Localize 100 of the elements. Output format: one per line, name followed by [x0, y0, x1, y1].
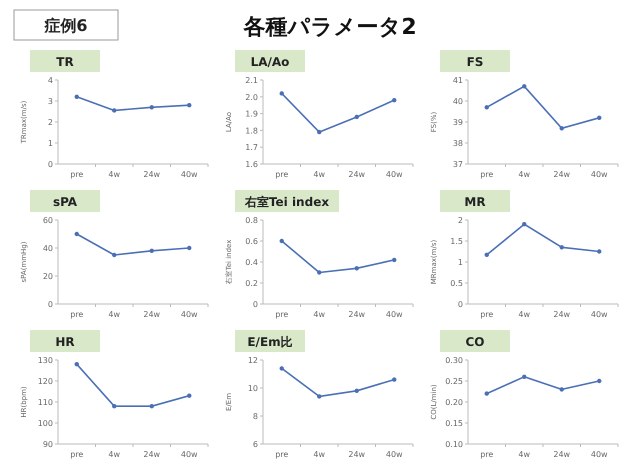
point [484, 105, 489, 110]
chart-title: sPA [52, 195, 78, 209]
x-tick-label: 24w [143, 450, 161, 459]
point [280, 91, 284, 96]
y-tick-label: 0 [48, 300, 53, 309]
x-tick-label: pre [275, 310, 288, 319]
point [187, 103, 192, 108]
y-tick-label: 1.5 [450, 237, 463, 246]
y-tick-label: 0 [458, 300, 463, 309]
y-tick-label: 39 [452, 118, 463, 127]
x-tick-label: 40w [590, 170, 608, 179]
y-tick-label: 0.30 [445, 356, 463, 365]
x-tick-label: 4w [108, 450, 121, 459]
y-tick-label: 0.10 [445, 440, 463, 449]
point [354, 114, 359, 120]
y-tick-label: 1.6 [245, 160, 258, 169]
x-tick-label: 40w [386, 450, 404, 459]
x-tick-label: 40w [386, 310, 404, 319]
chart-title: FS [466, 55, 484, 69]
chart-title: E/Em比 [247, 335, 293, 349]
point [392, 377, 396, 382]
x-tick-label: 24w [553, 310, 571, 319]
point [392, 258, 396, 262]
y-tick-label: 0.15 [445, 419, 463, 428]
y-tick-label: 2.0 [245, 92, 258, 102]
y-tick-label: 2 [48, 118, 53, 127]
x-tick-label: 24w [348, 450, 366, 459]
x-tick-label: 40w [180, 450, 198, 459]
chart-title: MR [464, 195, 486, 209]
y-tick-label: 20 [42, 272, 53, 281]
y-tick-label: 1.8 [245, 126, 258, 136]
x-tick-label: 40w [180, 170, 198, 179]
y-tick-label: 40 [42, 244, 53, 253]
x-tick-label: 4w [313, 450, 326, 459]
y-tick-label: 10 [248, 384, 258, 393]
x-tick-label: pre [480, 170, 494, 179]
y-tick-label: 130 [38, 356, 53, 365]
point [112, 404, 116, 408]
x-tick-label: 24w [348, 310, 366, 319]
point [280, 238, 284, 244]
point [280, 366, 284, 371]
y-tick-label: 0.8 [245, 216, 258, 225]
y-tick-label: 12 [248, 356, 258, 365]
y-tick-label: 0.5 [450, 279, 463, 288]
x-tick-label: 40w [180, 310, 198, 319]
point [560, 126, 564, 130]
y-tick-label: 110 [38, 398, 53, 407]
chart-title: TR [56, 55, 74, 69]
x-tick-label: pre [275, 170, 288, 179]
point [317, 130, 322, 134]
point [74, 94, 79, 99]
y-tick-label: 0.6 [245, 237, 258, 246]
point [560, 387, 564, 392]
point [522, 374, 526, 379]
x-tick-label: pre [275, 450, 288, 459]
point [560, 245, 564, 250]
y-tick-label: 4 [48, 76, 53, 85]
x-tick-label: 4w [518, 310, 531, 319]
x-tick-label: 24w [553, 170, 571, 179]
x-tick-label: 24w [143, 170, 161, 179]
x-tick-label: 40w [590, 450, 608, 459]
y-tick-label: 1.7 [245, 143, 258, 152]
point [74, 362, 79, 366]
y-tick-label: 2.1 [245, 76, 258, 85]
point [354, 388, 359, 393]
y-tick-label: 1 [458, 258, 463, 267]
point [150, 105, 154, 110]
y-tick-label: 0.2 [245, 279, 258, 288]
x-tick-label: 24w [143, 310, 161, 319]
text: 各種パラメータ2 [242, 15, 417, 40]
x-tick-label: 4w [108, 170, 121, 179]
x-tick-label: 40w [590, 310, 608, 319]
y-tick-label: 1.9 [245, 110, 258, 119]
point [112, 108, 116, 113]
point [597, 249, 602, 254]
y-tick-label: 120 [38, 377, 53, 386]
x-tick-label: pre [70, 310, 84, 319]
point [392, 98, 396, 102]
point [317, 394, 322, 399]
x-tick-label: 4w [518, 170, 531, 179]
point [112, 252, 116, 258]
y-tick-label: 6 [252, 440, 258, 449]
y-tick-label: 1 [48, 139, 53, 148]
chart-title: HR [55, 335, 75, 349]
x-tick-label: 24w [348, 170, 366, 179]
point [150, 404, 154, 408]
point [74, 232, 79, 236]
x-tick-label: 4w [313, 310, 326, 319]
y-tick-label: 40 [452, 97, 463, 106]
text: 症例6 [43, 16, 88, 35]
point [597, 378, 602, 384]
y-tick-label: 38 [452, 139, 463, 148]
x-tick-label: pre [70, 450, 84, 459]
x-tick-label: 40w [386, 170, 404, 179]
x-tick-label: 4w [313, 170, 326, 179]
point [354, 266, 359, 270]
y-tick-label: 100 [38, 419, 53, 428]
y-tick-label: 37 [452, 160, 463, 169]
x-tick-label: pre [480, 450, 494, 459]
y-tick-label: 60 [42, 216, 53, 225]
